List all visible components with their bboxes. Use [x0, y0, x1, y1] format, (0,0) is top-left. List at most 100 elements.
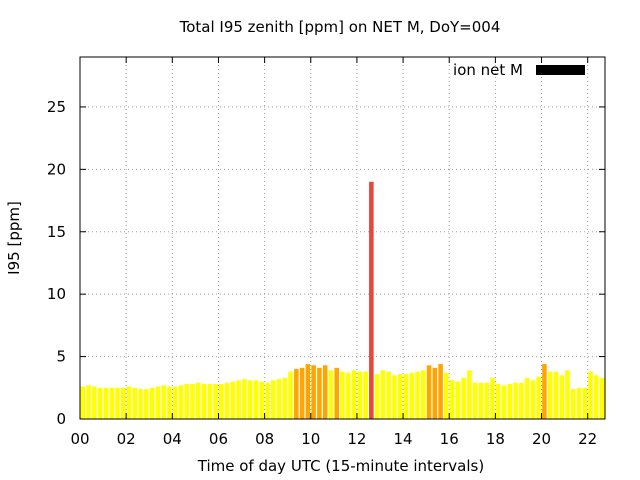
x-tick-label: 14: [394, 430, 413, 448]
bar: [444, 372, 449, 419]
bar: [472, 382, 478, 419]
bar: [115, 387, 120, 419]
bar: [126, 386, 132, 419]
bar: [542, 364, 547, 419]
bar: [536, 376, 541, 419]
bar: [357, 371, 363, 419]
bar: [311, 365, 316, 419]
y-tick-label: 25: [47, 98, 66, 116]
y-tick-label: 15: [47, 223, 66, 241]
bar: [155, 386, 161, 419]
bar: [426, 365, 432, 419]
bar: [328, 370, 334, 419]
bar: [530, 380, 536, 419]
plot-frame: [79, 56, 606, 420]
y-tick-label: 10: [47, 285, 66, 303]
y-tick-label: 5: [56, 348, 66, 366]
x-axis-label: Time of day UTC (15-minute intervals): [197, 457, 484, 475]
bar: [449, 380, 455, 419]
x-tick-label: 08: [255, 430, 274, 448]
x-tick-label: 00: [70, 430, 89, 448]
bar: [392, 375, 397, 419]
bar: [195, 382, 201, 419]
bar: [201, 384, 207, 419]
bar: [120, 387, 126, 419]
bar: [207, 384, 213, 419]
bar: [432, 367, 438, 419]
bar: [455, 381, 461, 419]
bar: [599, 377, 605, 419]
bar: [190, 384, 195, 419]
bar: [184, 384, 190, 419]
bar: [415, 371, 420, 419]
y-tick-labels: 0 5 10 15 20 25: [47, 98, 66, 428]
bar: [288, 371, 293, 419]
bar: [351, 370, 357, 419]
bar: [369, 181, 374, 419]
bar: [403, 374, 409, 419]
x-tick-label: 18: [486, 430, 505, 448]
bar: [97, 387, 103, 419]
bar: [103, 387, 109, 419]
legend-swatch: [536, 65, 585, 75]
bar: [420, 370, 426, 419]
x-tick-label: 16: [440, 430, 459, 448]
bar: [259, 381, 265, 419]
bar: [588, 371, 593, 419]
bar: [345, 372, 351, 419]
bar: [553, 371, 559, 419]
bar: [501, 385, 507, 419]
bar: [467, 370, 472, 419]
bar: [484, 382, 490, 419]
bar: [161, 385, 166, 419]
bar: [495, 384, 501, 419]
bar: [144, 389, 149, 419]
bar: [305, 364, 311, 419]
grid: [80, 57, 605, 419]
bar: [322, 365, 328, 419]
x-tick-labels: 00 02 04 06 08 10 12 14 16 18 20 22: [70, 430, 597, 448]
legend: ion net M: [453, 61, 585, 79]
bar: [265, 382, 270, 419]
bar: [386, 371, 391, 419]
bar: [294, 369, 299, 419]
bar: [282, 377, 288, 419]
chart-title: Total I95 zenith [ppm] on NET M, DoY=004: [179, 18, 501, 36]
bar: [276, 379, 282, 419]
bar: [109, 387, 115, 419]
x-tick-label: 12: [347, 430, 366, 448]
y-axis-label: I95 [ppm]: [5, 201, 23, 275]
bar: [270, 380, 276, 419]
bar: [519, 382, 524, 419]
bar: [224, 382, 230, 419]
bar: [547, 371, 553, 419]
bar: [438, 364, 443, 419]
bar: [461, 377, 466, 419]
bar: [178, 385, 184, 419]
bar: [299, 367, 305, 419]
bar: [149, 387, 155, 419]
x-tick-label: 06: [209, 430, 228, 448]
bar: [478, 382, 484, 419]
bar: [132, 387, 138, 419]
bar: [594, 375, 599, 419]
bar: [559, 375, 565, 419]
legend-label: ion net M: [453, 61, 523, 79]
bar: [524, 377, 530, 419]
ticks: [79, 57, 605, 420]
bar: [513, 382, 518, 419]
bar: [242, 379, 247, 419]
bar: [253, 380, 259, 419]
bars: [80, 181, 605, 419]
bar: [507, 384, 513, 419]
x-tick-label: 22: [578, 430, 597, 448]
bar: [582, 387, 588, 419]
bar: [92, 386, 97, 419]
x-tick-label: 02: [117, 430, 136, 448]
bar: [409, 372, 415, 419]
bar: [236, 380, 241, 419]
bar: [86, 385, 91, 419]
x-tick-label: 20: [532, 430, 551, 448]
bar: [172, 386, 178, 419]
